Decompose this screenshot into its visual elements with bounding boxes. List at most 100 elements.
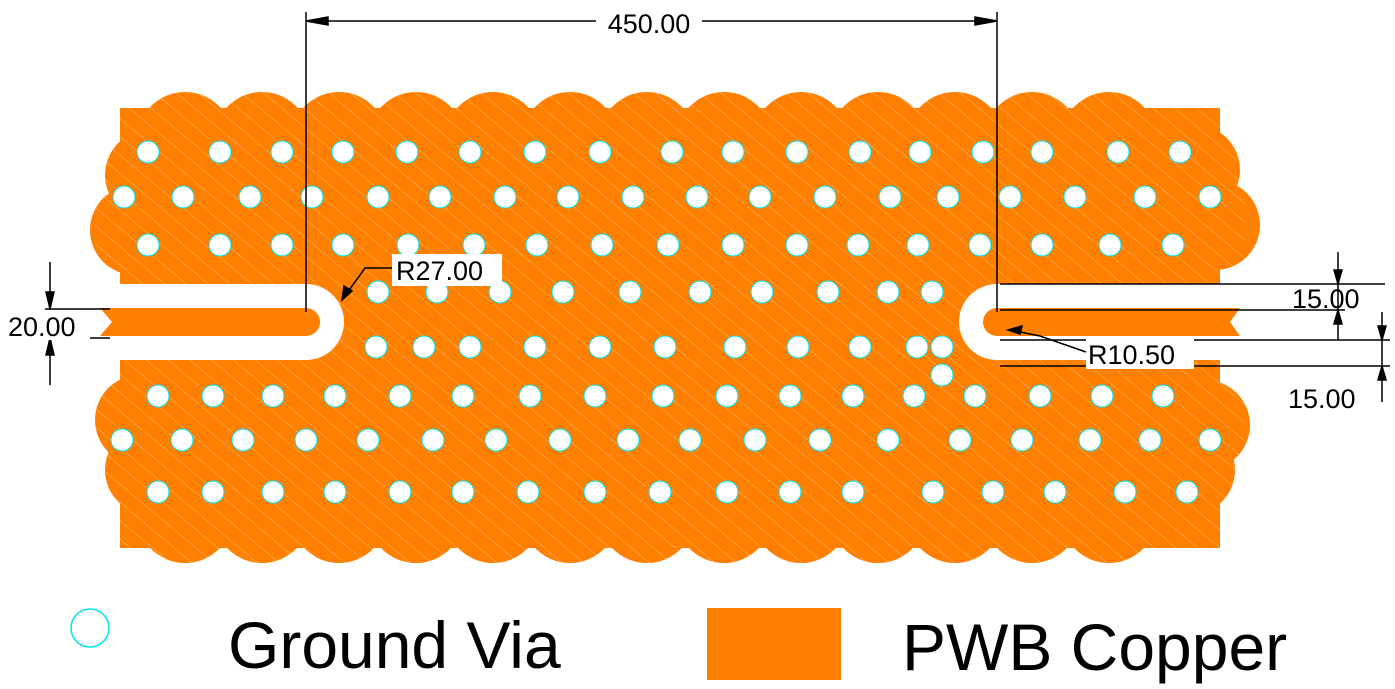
ground-via <box>261 384 285 408</box>
ground-via <box>1043 480 1067 504</box>
ground-via <box>905 335 929 359</box>
ground-via <box>1198 428 1222 452</box>
ground-via <box>785 140 809 164</box>
ground-via <box>1168 140 1192 164</box>
slot-arrow-bottom <box>45 337 55 356</box>
ground-via <box>1138 428 1162 452</box>
ground-via <box>300 185 324 209</box>
ground-via <box>1090 384 1114 408</box>
ground-via <box>261 480 285 504</box>
ground-via <box>590 233 614 257</box>
r27-arrow <box>340 284 354 302</box>
width-label-bg <box>596 6 702 36</box>
slots <box>95 284 1245 360</box>
ground-via <box>323 384 347 408</box>
ground-via <box>110 428 134 452</box>
ground-via <box>1151 384 1175 408</box>
ground-via <box>841 384 865 408</box>
ground-via <box>1175 480 1199 504</box>
ground-via <box>743 428 767 452</box>
ground-via <box>364 335 388 359</box>
slot-label-bg <box>6 310 90 340</box>
ground-via <box>813 185 837 209</box>
width-label: 450.00 <box>608 9 691 39</box>
ground-via <box>1028 384 1052 408</box>
ground-via <box>583 384 607 408</box>
ground-via <box>816 280 840 304</box>
ground-via <box>778 480 802 504</box>
ground-via <box>750 280 774 304</box>
ground-via <box>618 280 642 304</box>
ground-via <box>930 335 954 359</box>
ground-via <box>936 185 960 209</box>
ground-via <box>238 185 262 209</box>
ground-via <box>294 428 318 452</box>
ground-via <box>963 384 987 408</box>
ground-via <box>656 233 680 257</box>
large-radius-label: R27.00 <box>396 256 483 286</box>
right-slot-copper-finger <box>983 308 1240 336</box>
ground-via <box>651 384 675 408</box>
ground-via <box>366 185 390 209</box>
ground-via <box>902 384 926 408</box>
ground-via <box>548 428 572 452</box>
ground-via <box>451 384 475 408</box>
ground-via <box>685 185 709 209</box>
width-arrow-right <box>974 16 998 26</box>
ground-via <box>516 480 540 504</box>
ground-via <box>458 335 482 359</box>
ground-via <box>778 384 802 408</box>
gap-bottom-arrow-a <box>1377 325 1387 343</box>
dimension-labels: 450.00 R27.00 R10.50 20.00 15.00 15.00 <box>6 6 1360 414</box>
right-gap-bottom-label: 15.00 <box>1288 384 1356 414</box>
circle-outline-icon <box>70 608 110 648</box>
ground-via <box>556 185 580 209</box>
ground-via <box>523 140 547 164</box>
ground-via <box>170 428 194 452</box>
ground-via <box>366 280 390 304</box>
ground-via <box>588 140 612 164</box>
legend: Ground Via PWB Copper <box>70 608 1287 684</box>
ground-via <box>878 185 902 209</box>
ground-via <box>1078 428 1102 452</box>
ground-via <box>428 185 452 209</box>
gap-top-arrow-a <box>1333 269 1343 287</box>
ground-via <box>136 233 160 257</box>
left-slot-copper-finger <box>100 308 320 336</box>
ground-via <box>653 335 677 359</box>
right-gap-top-label: 15.00 <box>1292 284 1360 314</box>
ground-via <box>1030 140 1054 164</box>
slot-width-label: 20.00 <box>8 312 76 342</box>
ground-via <box>1098 233 1122 257</box>
gap-bottom-arrow-b <box>1377 363 1387 381</box>
ground-via <box>971 140 995 164</box>
ground-via <box>930 363 954 387</box>
ground-via <box>998 185 1022 209</box>
slot-arrow-top <box>45 291 55 310</box>
ground-via <box>721 140 745 164</box>
ground-via <box>412 335 436 359</box>
r10-label-bg <box>1086 339 1194 369</box>
ground-via <box>648 480 672 504</box>
ground-via <box>921 480 945 504</box>
ground-via <box>876 428 900 452</box>
legend-via-label: Ground Via <box>228 608 561 682</box>
ground-via <box>1133 185 1157 209</box>
legend-copper-label: PWB Copper <box>902 610 1287 684</box>
ground-via <box>846 233 870 257</box>
ground-via <box>906 233 930 257</box>
ground-via <box>721 233 745 257</box>
ground-via <box>583 480 607 504</box>
ground-via <box>1030 233 1054 257</box>
ground-via <box>208 140 232 164</box>
ground-via <box>112 185 136 209</box>
ground-via <box>484 428 508 452</box>
ground-via <box>876 280 900 304</box>
ground-via <box>201 480 225 504</box>
ground-via <box>715 480 739 504</box>
ground-via <box>616 428 640 452</box>
ground-via <box>270 233 294 257</box>
ground-via <box>723 335 747 359</box>
ground-via <box>146 480 170 504</box>
